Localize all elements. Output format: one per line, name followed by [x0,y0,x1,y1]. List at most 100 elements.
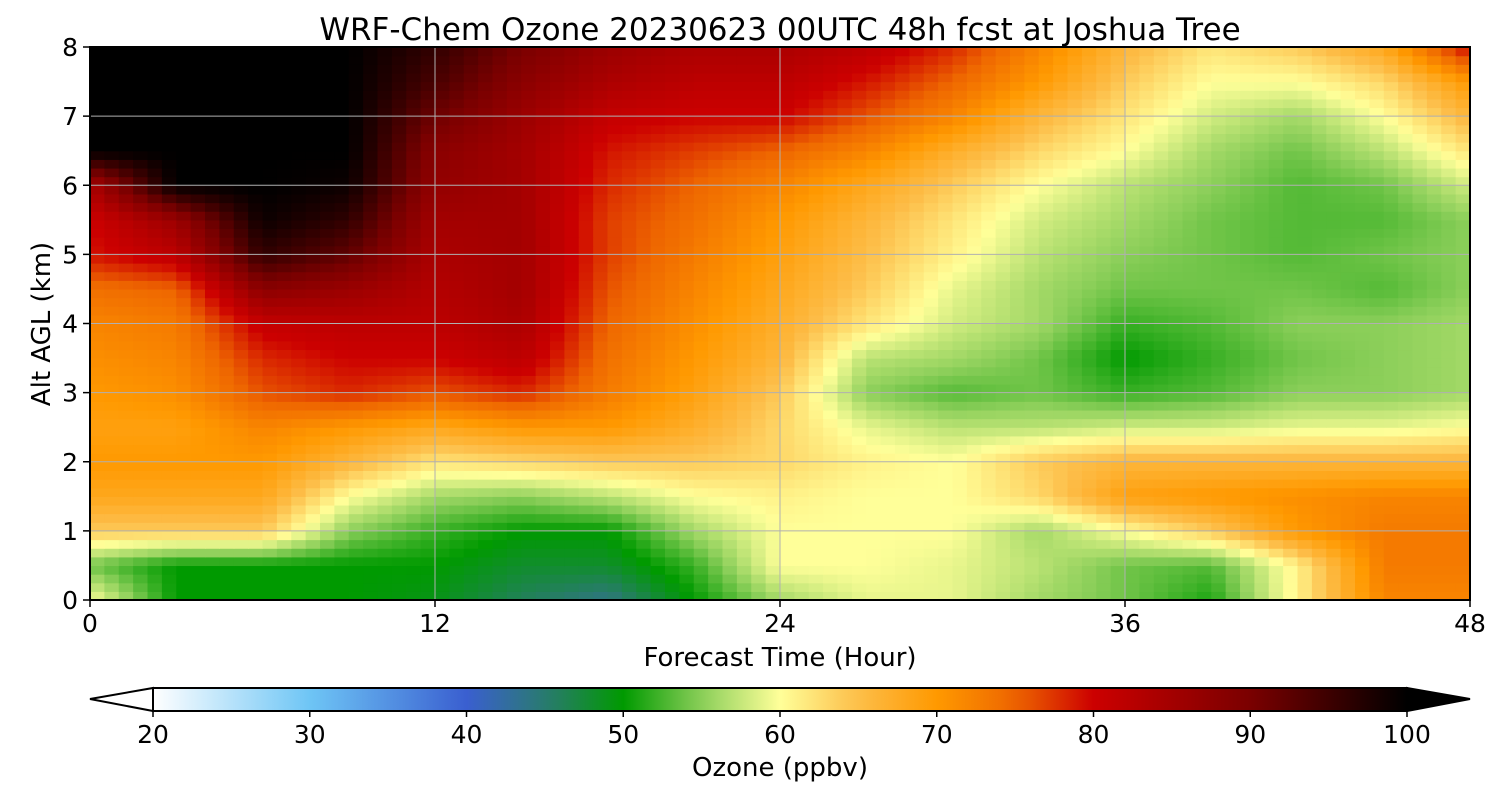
heatmap-cell [679,271,695,281]
heatmap-cell [1010,271,1025,281]
heatmap-cell [1096,332,1112,342]
heatmap-cell [1426,349,1442,359]
heatmap-cell [1067,383,1083,394]
heatmap-cell [966,418,982,428]
heatmap-cell [1038,539,1054,549]
heatmap-cell [1139,185,1155,195]
heatmap-cell [995,245,1011,255]
heatmap-cell [880,306,896,316]
heatmap-cell [1225,392,1241,402]
heatmap-cell [262,574,278,584]
heatmap-cell [1067,297,1083,307]
heatmap-cell [736,185,752,195]
heatmap-cell [190,349,206,359]
heatmap-cell [1211,263,1227,273]
heatmap-cell [722,167,738,178]
heatmap-cell [636,556,652,567]
heatmap-cell [578,582,594,592]
heatmap-cell [593,159,609,169]
heatmap-cell [823,150,839,160]
heatmap-cell [923,548,939,558]
heatmap-cell [133,591,149,600]
heatmap-cell [205,358,220,368]
heatmap-cell [1441,496,1457,506]
heatmap-cell [837,461,853,471]
heatmap-cell [736,479,752,489]
heatmap-cell [1268,237,1284,247]
heatmap-cell [478,288,494,299]
heatmap-cell [276,591,292,600]
heatmap-cell [693,228,709,238]
heatmap-cell [952,340,968,351]
heatmap-cell [233,263,249,273]
heatmap-cell [478,375,494,385]
heatmap-cell [133,358,149,368]
heatmap-cell [938,401,954,411]
heatmap-cell [478,401,494,411]
heatmap-cell [205,314,220,325]
heatmap-cell [492,435,508,446]
heatmap-cell [363,461,379,471]
heatmap-cell [449,280,465,290]
heatmap-cell [1326,332,1342,342]
heatmap-cell [837,159,853,169]
heatmap-cell [463,375,479,385]
heatmap-cell [550,522,565,532]
heatmap-cell [578,245,594,255]
heatmap-cell [780,383,795,394]
heatmap-cell [521,366,537,376]
heatmap-cell [1355,185,1370,195]
heatmap-cell [320,237,335,247]
heatmap-cell [866,280,882,290]
heatmap-cell [391,461,407,471]
heatmap-cell [320,228,335,238]
heatmap-cell [578,297,594,307]
heatmap-cell [1297,237,1313,247]
heatmap-cell [823,565,839,575]
heatmap-cell [1426,245,1442,255]
heatmap-cell [1153,582,1169,592]
heatmap-cell [693,159,709,169]
heatmap-cell [535,556,551,567]
heatmap-cell [851,496,867,506]
heatmap-cell [147,297,163,307]
heatmap-cell [765,556,781,567]
heatmap-cell [966,167,982,178]
heatmap-cell [262,392,278,402]
heatmap-cell [435,565,450,575]
heatmap-cell [305,288,321,299]
heatmap-cell [363,409,379,420]
heatmap-cell [1326,314,1342,325]
heatmap-cell [1081,582,1097,592]
heatmap-cell [1153,574,1169,584]
heatmap-cell [1211,530,1227,541]
heatmap-cell [1067,548,1083,558]
heatmap-cell [938,565,954,575]
heatmap-cell [1311,496,1327,506]
heatmap-cell [90,409,105,420]
heatmap-cell [147,202,163,212]
heatmap-cell [320,314,335,325]
heatmap-cell [147,306,163,316]
heatmap-cell [1096,548,1112,558]
heatmap-cell [1383,185,1399,195]
heatmap-cell [276,167,292,178]
heatmap-cell [1225,444,1241,454]
heatmap-cell [751,306,767,316]
heatmap-cell [262,556,278,567]
heatmap-cell [650,306,666,316]
heatmap-cell [1067,461,1083,471]
heatmap-cell [808,479,824,489]
heatmap-cell [1010,409,1025,420]
heatmap-cell [909,237,925,247]
heatmap-cell [636,548,652,558]
heatmap-cell [636,237,652,247]
heatmap-cell [938,159,954,169]
heatmap-cell [334,565,350,575]
heatmap-cell [564,574,580,584]
heatmap-cell [636,159,652,169]
heatmap-cell [851,582,867,592]
heatmap-cell [1441,332,1457,342]
heatmap-cell [478,539,494,549]
heatmap-cell [679,504,695,515]
